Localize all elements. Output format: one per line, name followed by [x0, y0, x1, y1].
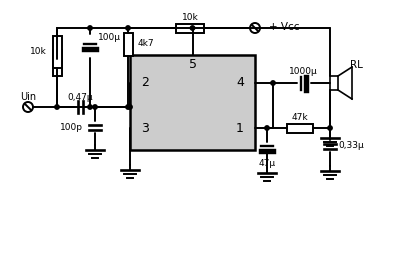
Circle shape	[126, 105, 130, 109]
Text: Uin: Uin	[20, 92, 36, 102]
Circle shape	[55, 105, 59, 109]
Text: 0,33µ: 0,33µ	[338, 141, 364, 151]
Text: 1000µ: 1000µ	[289, 68, 317, 76]
Text: 4: 4	[236, 76, 244, 89]
Text: 4k7: 4k7	[138, 39, 155, 47]
Text: 2: 2	[141, 76, 149, 89]
Text: 5: 5	[188, 58, 196, 71]
Circle shape	[88, 105, 92, 109]
Circle shape	[128, 105, 132, 109]
Circle shape	[93, 105, 97, 109]
Bar	[52, 50, 62, 75]
Circle shape	[190, 26, 195, 30]
Text: 10k: 10k	[30, 47, 47, 56]
Text: 100p: 100p	[60, 122, 83, 132]
Text: 47µ: 47µ	[258, 158, 276, 167]
Text: 100µ: 100µ	[98, 34, 121, 42]
Text: + Vcc: + Vcc	[269, 22, 300, 32]
Circle shape	[265, 126, 269, 130]
Circle shape	[271, 81, 275, 85]
Bar	[287, 123, 313, 133]
Circle shape	[23, 102, 33, 112]
Circle shape	[250, 23, 260, 33]
Bar	[330, 76, 338, 90]
Circle shape	[88, 26, 92, 30]
Text: 0,47µ: 0,47µ	[67, 92, 93, 102]
Text: 47k: 47k	[292, 114, 308, 122]
Bar	[130, 55, 255, 150]
Text: 1: 1	[236, 121, 244, 135]
Bar	[176, 24, 204, 33]
Text: RL: RL	[350, 60, 362, 70]
Bar	[52, 36, 62, 68]
Bar	[124, 33, 132, 56]
Circle shape	[126, 26, 130, 30]
Text: 10k: 10k	[182, 13, 198, 23]
Circle shape	[328, 126, 332, 130]
Text: 3: 3	[141, 121, 149, 135]
